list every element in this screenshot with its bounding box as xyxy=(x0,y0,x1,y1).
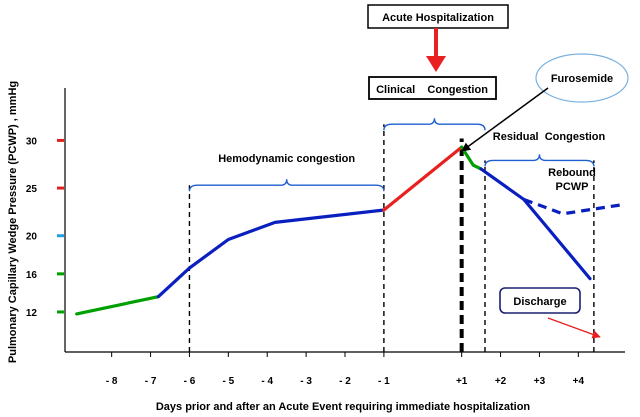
furosemide-bubble xyxy=(535,53,629,103)
x-tick-label-6: - 2 xyxy=(339,376,351,387)
axis-ticks: - 8 - 7 - 6 - 5 - 4 - 3 - 2 - 1 +1 +2 +3 +4 12 16 20 25… xyxy=(26,136,585,387)
series-line-5 xyxy=(523,197,626,216)
series-line-1 xyxy=(156,208,386,299)
discharge-label: Discharge xyxy=(513,296,566,308)
x-tick-label-8: +1 xyxy=(456,376,468,387)
y-tick-label-16: 16 xyxy=(26,270,38,281)
x-tick-label-4: - 4 xyxy=(261,376,273,387)
discharge-box xyxy=(499,287,581,314)
clinical-congestion-label: Clinical Congestion xyxy=(376,84,488,96)
x-axis-title: Days prior and after an Acute Event requ… xyxy=(156,401,531,413)
x-tick-label-1: - 7 xyxy=(145,376,157,387)
pcwp-series xyxy=(75,145,626,316)
furosemide-label: Furosemide xyxy=(551,73,613,85)
x-tick-label-10: +3 xyxy=(534,376,546,387)
rebound-label: Rebound xyxy=(548,167,596,179)
residual-congestion-label: Residual Congestion xyxy=(493,131,606,143)
brace-2 xyxy=(484,154,595,167)
x-tick-label-11: +4 xyxy=(573,376,585,387)
discharge-arrow xyxy=(547,317,601,339)
x-tick-label-5: - 3 xyxy=(300,376,312,387)
brace-label-0: Hemodynamic congestion xyxy=(218,153,355,165)
rebound-pcwp-label: PCWP xyxy=(556,181,589,193)
x-tick-label-0: - 8 xyxy=(106,376,118,387)
y-tick-label-30: 30 xyxy=(26,136,38,147)
period-braces: Hemodynamic congestion xyxy=(188,118,595,192)
x-tick-label-3: - 5 xyxy=(222,376,234,387)
furosemide-arrow xyxy=(461,87,549,152)
series-line-2 xyxy=(382,145,464,212)
y-axis-title: Pulmonary Capillary Wedge Pressure (PCWP… xyxy=(7,81,19,363)
brace-0 xyxy=(188,179,385,192)
acute-arrow-head xyxy=(426,56,446,72)
y-tick-label-20: 20 xyxy=(26,232,38,243)
clinical-congestion-box xyxy=(368,76,497,100)
y-tick-label-25: 25 xyxy=(26,184,38,195)
series-line-0 xyxy=(75,295,160,316)
brace-1 xyxy=(383,118,486,131)
y-tick-label-12: 12 xyxy=(26,308,38,319)
x-tick-label-2: - 6 xyxy=(184,376,196,387)
x-tick-label-7: - 1 xyxy=(378,376,390,387)
series-line-3 xyxy=(460,145,483,171)
acute-hospitalization-label: Acute Hospitalization xyxy=(382,12,494,24)
x-tick-label-9: +2 xyxy=(495,376,507,387)
